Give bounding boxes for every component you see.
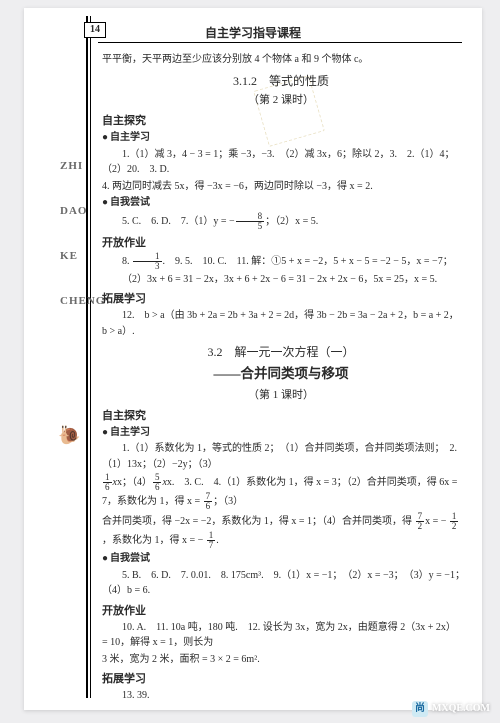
vertical-word: CHENG: [60, 293, 78, 310]
text-line: 8. 13. 9. 5. 10. C. 11. 解：①5 + x = −2，5 …: [102, 252, 460, 271]
heading-zizhu-xuexi: 自主学习: [102, 130, 460, 146]
header-rule: [98, 42, 462, 43]
text-line: 5. B. 6. D. 7. 0.01. 8. 175cm³. 9.（1）x =…: [102, 568, 460, 599]
body-text: 平平衡，天平两边至少应该分别放 4 个物体 a 和 9 个物体 c。 3.1.2…: [102, 52, 460, 710]
prev-section-tail: 平平衡，天平两边至少应该分别放 4 个物体 a 和 9 个物体 c。: [102, 52, 460, 68]
heading-ziwo-changshi: 自我尝试: [102, 195, 460, 211]
left-border-thin: [90, 16, 91, 698]
text-line: （2）3x + 6 = 31 − 2x，3x + 6 + 2x − 6 = 31…: [102, 272, 460, 288]
section-32a-sub: （第 1 课时）: [102, 387, 460, 404]
heading-tuozhan: 拓展学习: [102, 671, 460, 688]
heading-zizhu-xuexi: 自主学习: [102, 425, 460, 441]
page: 14 自主学习指导课程 ZHI DAO KE CHENG 🐌 平平衡，天平两边至…: [24, 8, 482, 710]
heading-kaifang: 开放作业: [102, 235, 460, 252]
watermark-text: MXQE.COM: [432, 701, 490, 717]
text-line: 5. C. 6. D. 7.（1）y = −85；（2）x = 5.: [102, 212, 460, 231]
heading-tuozhan: 拓展学习: [102, 291, 460, 308]
vertical-word: DAO: [60, 203, 78, 220]
watermark: 尚 MXQE.COM: [412, 701, 490, 717]
text-line: 13. 39.: [102, 688, 460, 704]
section-32b-num: 3.2 解一元一次方程（一）: [102, 708, 460, 710]
text-line: 10. A. 11. 10a 吨，180 吨. 12. 设长为 3x，宽为 2x…: [102, 620, 460, 651]
snail-icon: 🐌: [58, 422, 80, 450]
text-line: 16xx；（4）56xx. 3. C. 4.（1）系数化为 1，得 x = 3；…: [102, 473, 460, 511]
section-32a-title: ——合并同类项与移项: [102, 364, 460, 385]
watermark-badge-icon: 尚: [412, 701, 428, 717]
heading-ziwo-changshi: 自我尝试: [102, 551, 460, 567]
text-line: 12. b > a（由 3b + 2a = 2b + 3a + 2 = 2d，得…: [102, 308, 460, 339]
text-line: 1.（1）减 3，4 − 3 = 1；乘 −3，−3. （2）减 3x，6；除以…: [102, 147, 460, 178]
text-line: 合并同类项，得 −2x = −2，系数化为 1，得 x = 1；（4）合并同类项…: [102, 512, 460, 550]
heading-kaifang: 开放作业: [102, 603, 460, 620]
left-border-thick: [86, 16, 88, 698]
vertical-pinyin-label: ZHI DAO KE CHENG: [60, 158, 78, 338]
section-312-heading: 3.1.2 等式的性质: [102, 72, 460, 91]
heading-tanjiu: 自主探究: [102, 113, 460, 130]
heading-tanjiu: 自主探究: [102, 408, 460, 425]
vertical-word: ZHI: [60, 158, 78, 175]
section-32a-num: 3.2 解一元一次方程（一）: [102, 343, 460, 362]
text-line: 1.（1）系数化为 1，等式的性质 2； （1）合并同类项，合并同类项法则； 2…: [102, 441, 460, 472]
header-title: 自主学习指导课程: [24, 24, 482, 43]
section-312-sub: （第 2 课时）: [102, 92, 460, 109]
text-line: 3 米，宽为 2 米，面积 = 3 × 2 = 6m².: [102, 652, 460, 668]
vertical-word: KE: [60, 248, 78, 265]
text-line: 4. 两边同时减去 5x，得 −3x = −6，两边同时除以 −3，得 x = …: [102, 179, 460, 195]
